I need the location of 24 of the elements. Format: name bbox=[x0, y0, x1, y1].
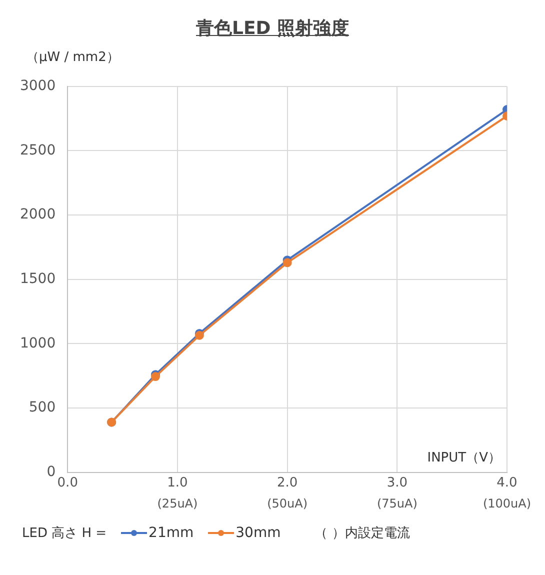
y-tick-label: 2000 bbox=[20, 206, 56, 223]
y-tick-label: 3000 bbox=[20, 78, 56, 94]
legend-title: LED 高さ H = bbox=[22, 525, 107, 542]
y-tick-label: 0 bbox=[46, 464, 56, 480]
x-tick-label: 0.0 bbox=[57, 476, 78, 491]
legend-label: 30mm bbox=[236, 525, 281, 541]
y-tick-label: 1500 bbox=[20, 271, 56, 288]
x-tick-label: 3.0 bbox=[386, 476, 408, 491]
point bbox=[282, 258, 292, 268]
y-tick-label: 1000 bbox=[20, 335, 56, 352]
text: (25uA) bbox=[157, 496, 198, 511]
text: (50uA) bbox=[267, 496, 308, 511]
x-tick-label: 2.0 bbox=[276, 476, 298, 491]
y-tick-label: 2500 bbox=[20, 142, 56, 158]
x-tick-label: 4.0 bbox=[496, 476, 518, 491]
x-tick-label: 1.0 bbox=[167, 476, 188, 491]
text: (75uA) bbox=[376, 496, 418, 511]
legend-label: 21mm bbox=[148, 525, 194, 541]
text: （ ）内設定電流 bbox=[314, 525, 410, 542]
x-axis-title: INPUT（V） bbox=[427, 450, 501, 466]
text: (100uA) bbox=[482, 496, 532, 511]
y-axis-title: （μW / mm2） bbox=[26, 49, 120, 66]
chart-title: 青色LED 照射強度 bbox=[196, 18, 349, 39]
y-tick-label: 500 bbox=[28, 400, 56, 416]
